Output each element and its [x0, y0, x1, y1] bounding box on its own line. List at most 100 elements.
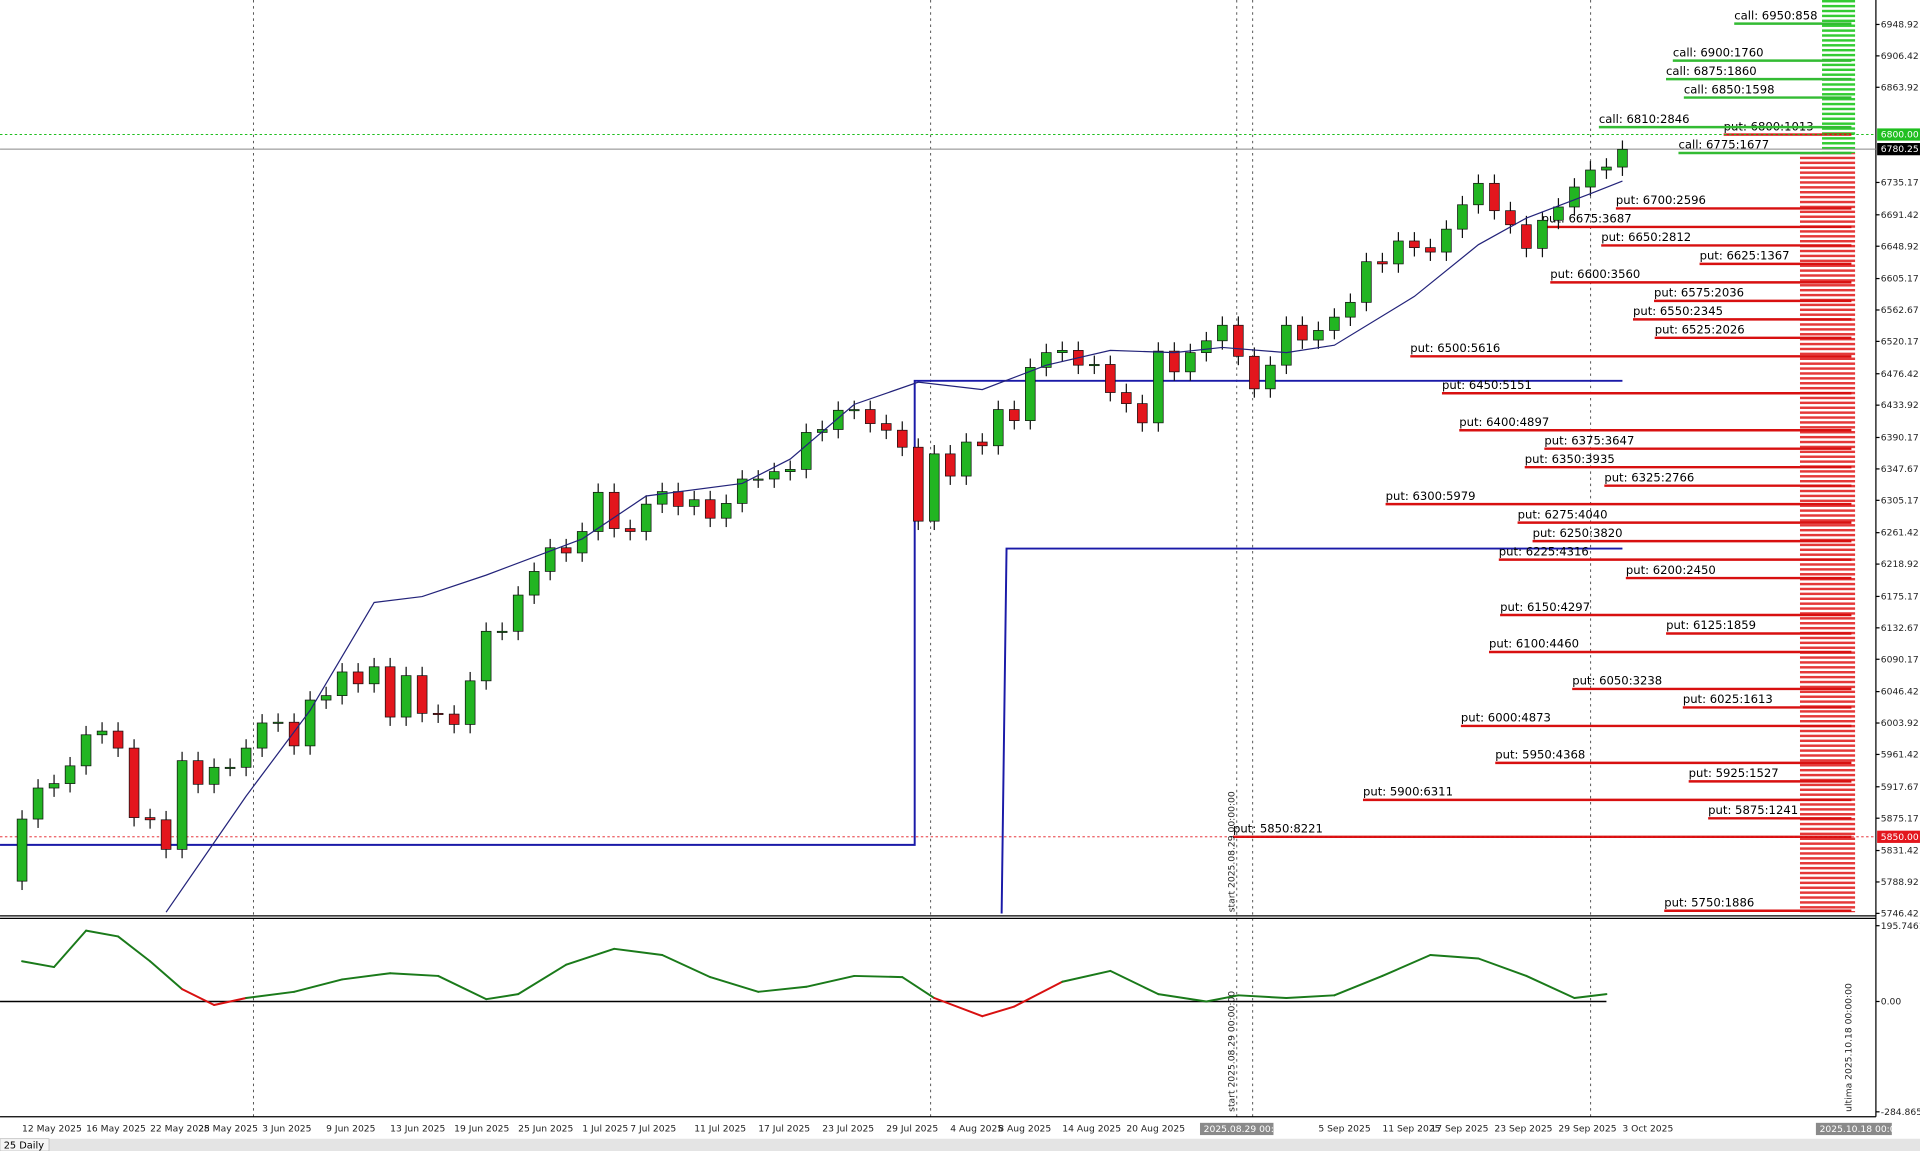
cursor-label: 2025.08.29 00:00 — [1204, 1124, 1286, 1135]
puts-level-label: put: 6650:2812 — [1601, 230, 1691, 244]
indicator-segment — [757, 985, 808, 993]
candle-body — [1169, 350, 1180, 373]
y-tick-label: 6648.92 — [1881, 241, 1919, 252]
indicator-segment — [389, 972, 440, 977]
indicator-tick-label: 195.7461 — [1881, 921, 1920, 932]
candle-body — [224, 766, 236, 769]
candle-body — [945, 453, 956, 477]
puts-level-label: put: 6150:4297 — [1500, 600, 1590, 614]
indicator-segment — [1573, 993, 1608, 999]
candle-body — [768, 471, 780, 480]
calls-level-label: call: 6900:1760 — [1673, 45, 1764, 59]
candle-body — [864, 409, 876, 424]
x-tick-label: 23 Sep 2025 — [1494, 1123, 1552, 1134]
candle-body — [672, 491, 684, 507]
candle-body — [544, 547, 556, 572]
y-tick-label: 6691.42 — [1881, 210, 1919, 221]
price-marker-box — [1877, 143, 1920, 156]
candle-body — [1601, 166, 1612, 171]
y-tick-label: 5875.17 — [1881, 813, 1919, 824]
puts-level-label: put: 6525:2026 — [1655, 323, 1745, 337]
candle-body — [1089, 364, 1100, 367]
candle-body — [977, 441, 988, 447]
indicator-segment — [1013, 980, 1064, 1008]
y-tick-label: 6305.17 — [1881, 495, 1919, 506]
y-tick-label: 6476.42 — [1881, 369, 1919, 380]
y-tick-label: 6347.67 — [1881, 464, 1919, 475]
indicator-segment — [1333, 974, 1384, 997]
puts-level-label: put: 6275:4040 — [1518, 507, 1608, 521]
cursor-label-box — [1199, 1122, 1274, 1136]
candle-body — [1153, 350, 1164, 424]
x-tick-label: 23 Jul 2025 — [822, 1123, 874, 1134]
indicator-segment — [805, 974, 856, 988]
candle-body — [784, 469, 796, 472]
x-tick-label: 17 Jul 2025 — [758, 1123, 810, 1134]
candle-body — [512, 594, 524, 632]
indicator-segment — [1237, 994, 1288, 999]
y-tick-label: 6003.92 — [1881, 718, 1919, 729]
indicator-segment — [613, 947, 664, 957]
candle-body — [192, 760, 204, 785]
puts-level-label: put: 6700:2596 — [1616, 193, 1706, 207]
candle-body — [448, 713, 460, 725]
candle-body — [1361, 261, 1372, 303]
indicator-segment — [21, 960, 56, 969]
calls-level-label: call: 6850:1598 — [1684, 82, 1775, 96]
candle-body — [1281, 324, 1292, 366]
candle-body — [336, 671, 348, 696]
puts-level-label: put: 5875:1241 — [1708, 803, 1798, 817]
price-marker-box — [1877, 830, 1920, 843]
candle-body — [352, 671, 364, 685]
y-tick-label: 5746.42 — [1881, 908, 1919, 919]
puts-level-label: put: 5750:1886 — [1664, 895, 1754, 909]
indicator-tick-label: 0.00 — [1881, 997, 1902, 1008]
candle-body — [688, 499, 700, 507]
candle-body — [1297, 324, 1308, 341]
candle-body — [800, 432, 812, 470]
candle-body — [880, 423, 892, 431]
x-tick-label: 4 Aug 2025 — [950, 1123, 1003, 1134]
calls-level-label: call: 6950:858 — [1734, 8, 1817, 22]
puts-level-label: put: 6325:2766 — [1604, 470, 1694, 484]
candle-body — [144, 817, 156, 821]
candle-body — [288, 721, 300, 747]
candle-body — [560, 547, 572, 554]
indicator-segment — [181, 988, 216, 1006]
candle-body — [1201, 340, 1212, 353]
indicator-segment — [981, 1005, 1016, 1018]
price-marker-box — [1877, 128, 1920, 141]
candle-body — [1345, 301, 1356, 318]
candle-body — [1393, 240, 1404, 265]
candle-body — [1441, 228, 1452, 253]
candle-body — [48, 783, 60, 789]
indicator-segment — [245, 990, 296, 999]
indicator-segment — [117, 935, 152, 963]
candle-body — [704, 499, 716, 519]
candle-body — [320, 695, 332, 701]
y-tick-label: 6433.92 — [1881, 400, 1919, 411]
indicator-segment — [85, 929, 120, 938]
candle-body — [592, 491, 604, 532]
candle-body — [176, 760, 188, 850]
y-tick-label: 6735.17 — [1881, 178, 1919, 189]
y-tick-label: 6906.42 — [1881, 51, 1919, 62]
candle-body — [1137, 403, 1148, 424]
puts-level-label: put: 6375:3647 — [1544, 433, 1634, 447]
puts-level-label: put: 6025:1613 — [1683, 692, 1773, 706]
x-tick-label: 29 Sep 2025 — [1558, 1123, 1616, 1134]
candle-body — [1233, 324, 1244, 357]
indicator-segment — [1157, 993, 1208, 1003]
candle-body — [416, 675, 428, 714]
candle-body — [160, 819, 172, 850]
indicator-segment — [213, 997, 248, 1006]
puts-level-label: put: 6350:3935 — [1525, 452, 1615, 466]
tab — [0, 1138, 50, 1151]
candle-body — [112, 730, 124, 749]
candle-body — [1489, 182, 1500, 212]
candle-body — [961, 441, 972, 477]
candle-body — [1185, 352, 1196, 373]
calls-level-label: call: 6775:1677 — [1678, 138, 1769, 152]
x-tick-label: 19 Jun 2025 — [454, 1123, 509, 1134]
candle-body — [528, 571, 540, 596]
